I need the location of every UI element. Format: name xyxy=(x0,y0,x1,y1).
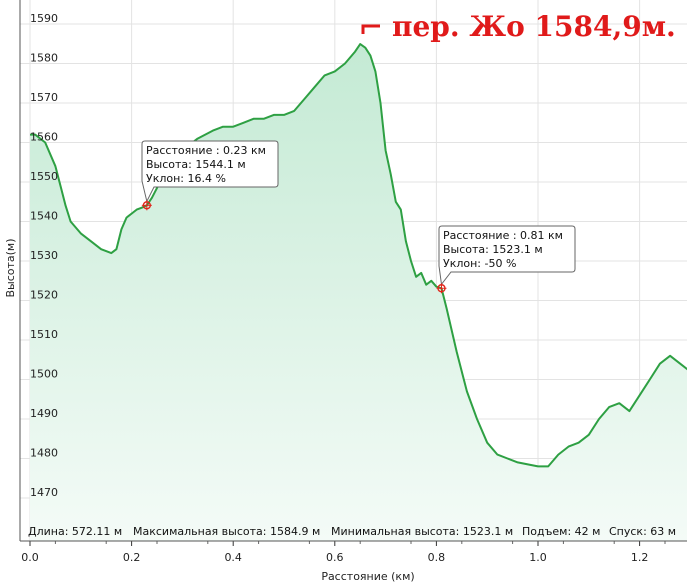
stat-descent: Спуск: 63 м xyxy=(609,525,676,538)
pass-label-text: пер. Жо 1584,9м. xyxy=(392,10,676,43)
y-tick-label: 1480 xyxy=(30,447,58,460)
y-tick-label: 1520 xyxy=(30,289,58,302)
x-axis-title: Расстояние (км) xyxy=(321,570,414,583)
stat-length: Длина: 572.11 м xyxy=(28,525,122,538)
y-tick-label: 1540 xyxy=(30,210,58,223)
pass-label: пер. Жо 1584,9м. xyxy=(361,10,676,43)
stat-min-height: Минимальная высота: 1523.1 м xyxy=(331,525,513,538)
stat-ascent: Подъем: 42 м xyxy=(522,525,600,538)
tooltip-line: Расстояние : 0.81 км xyxy=(443,229,563,242)
y-tick-label: 1500 xyxy=(30,368,58,381)
y-tick-label: 1560 xyxy=(30,131,58,144)
x-tick-label: 0.4 xyxy=(224,551,242,564)
y-tick-label: 1550 xyxy=(30,170,58,183)
tooltip-line: Уклон: 16.4 % xyxy=(146,172,226,185)
x-tick-label: 0.2 xyxy=(123,551,141,564)
y-tick-label: 1530 xyxy=(30,249,58,262)
x-tick-label: 1.0 xyxy=(529,551,547,564)
tooltip-box xyxy=(438,225,576,286)
elevation-area xyxy=(30,44,687,541)
y-tick-label: 1490 xyxy=(30,407,58,420)
y-axis-title: Высота(м) xyxy=(4,238,17,297)
tooltip-line: Уклон: -50 % xyxy=(443,257,516,270)
tooltip-line: Высота: 1544.1 м xyxy=(146,158,246,171)
tooltip-line: Высота: 1523.1 м xyxy=(443,243,543,256)
elevation-line xyxy=(30,43,687,468)
y-tick-label: 1470 xyxy=(30,486,58,499)
x-tick-label: 0.0 xyxy=(21,551,39,564)
y-tick-label: 1570 xyxy=(30,91,58,104)
y-tick-label: 1580 xyxy=(30,52,58,65)
pass-bracket xyxy=(361,24,380,34)
x-tick-label: 0.6 xyxy=(326,551,344,564)
y-tick-label: 1590 xyxy=(30,12,58,25)
stats-bar: Длина: 572.11 м Максимальная высота: 158… xyxy=(28,525,676,538)
x-tick-label: 0.8 xyxy=(428,551,446,564)
x-tick-label: 1.2 xyxy=(631,551,649,564)
stat-max-height: Максимальная высота: 1584.9 м xyxy=(133,525,320,538)
tooltip-box xyxy=(141,140,279,203)
y-tick-label: 1510 xyxy=(30,328,58,341)
tooltip-line: Расстояние : 0.23 км xyxy=(146,144,266,157)
